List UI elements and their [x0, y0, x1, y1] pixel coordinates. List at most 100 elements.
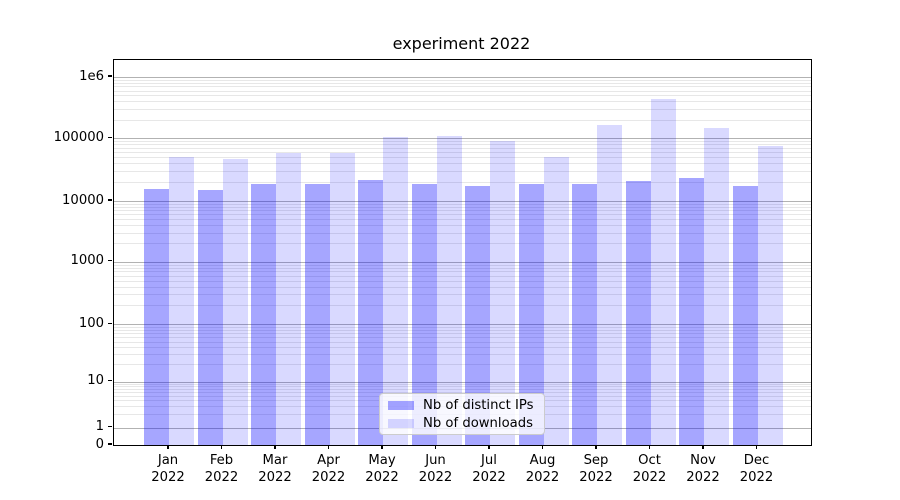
minor-gridline: [114, 148, 811, 149]
minor-gridline: [114, 305, 811, 307]
bar-distinct-ips-may: [358, 180, 383, 445]
minor-gridline: [114, 383, 811, 385]
y-tick-mark-10: [108, 380, 112, 382]
x-tick-month: Jul: [481, 453, 497, 468]
y-tick-label-100: 100: [78, 315, 104, 331]
y-tick-label-10: 10: [87, 373, 104, 389]
bar-downloads-dec: [757, 145, 783, 445]
minor-gridline: [114, 203, 811, 205]
minor-gridline: [114, 267, 811, 269]
plot-area: [113, 59, 812, 446]
major-gridline-1e6: [114, 77, 811, 78]
minor-gridline: [114, 171, 811, 173]
minor-gridline: [114, 82, 811, 84]
minor-gridline: [114, 144, 811, 146]
bar-downloads-apr: [329, 153, 355, 445]
minor-gridline: [114, 101, 811, 103]
bar-distinct-ips-jan: [144, 188, 169, 445]
y-tick-mark-1000: [108, 260, 112, 262]
y-tick-mark-100000: [108, 136, 112, 138]
bar-downloads-jan: [169, 156, 194, 445]
bar-distinct-ips-apr: [304, 183, 330, 445]
y-tick-mark-1e6: [108, 75, 112, 77]
bar-distinct-ips-mar: [251, 183, 276, 445]
minor-gridline: [114, 386, 811, 388]
minor-gridline: [114, 219, 811, 221]
x-tick-year: 2022: [739, 469, 774, 485]
legend-entry-distinct-ips: Nb of distinct IPs: [388, 398, 544, 413]
legend: Nb of distinct IPs Nb of downloads: [379, 393, 545, 435]
major-gridline-1000: [114, 261, 811, 263]
x-tick-month: Aug: [529, 453, 556, 468]
x-tick-label-mar: Mar 2022: [245, 453, 305, 486]
minor-gridline: [114, 347, 811, 349]
minor-gridline: [114, 271, 811, 273]
minor-gridline: [114, 280, 811, 282]
minor-gridline: [114, 391, 811, 393]
bar-distinct-ips-oct: [625, 181, 651, 445]
minor-gridline: [114, 243, 811, 245]
minor-gridline: [114, 214, 811, 216]
y-tick-mark-10000: [108, 199, 112, 201]
chart-title: experiment 2022: [392, 34, 531, 53]
x-tick-mark-jan: [167, 445, 169, 450]
x-tick-mark-nov: [702, 445, 704, 450]
y-tick-mark-0: [108, 443, 112, 445]
x-tick-label-may: May 2022: [352, 453, 412, 486]
x-tick-month: Apr: [317, 453, 340, 468]
x-tick-label-oct: Oct 2022: [620, 453, 680, 486]
y-tick-label-1e6: 1e6: [79, 68, 104, 84]
y-tick-mark-100: [108, 322, 112, 324]
minor-gridline: [114, 210, 811, 212]
x-tick-year: 2022: [632, 469, 667, 485]
legend-label-downloads: Nb of downloads: [423, 415, 533, 431]
x-tick-year: 2022: [579, 469, 613, 485]
x-tick-mark-oct: [648, 445, 651, 450]
bar-distinct-ips-dec: [732, 185, 758, 445]
x-tick-year: 2022: [418, 469, 453, 485]
x-tick-month: Feb: [209, 453, 234, 468]
minor-gridline: [114, 225, 811, 227]
minor-gridline: [114, 79, 811, 81]
x-tick-mark-aug: [541, 445, 544, 450]
bar-downloads-aug: [543, 156, 569, 445]
minor-gridline: [114, 294, 811, 296]
x-tick-label-aug: Aug 2022: [513, 453, 573, 486]
minor-gridline: [114, 337, 811, 339]
bar-distinct-ips-feb: [197, 189, 223, 445]
x-tick-month: Sep: [583, 453, 609, 468]
x-tick-year: 2022: [472, 469, 506, 485]
x-tick-label-jul: Jul 2022: [459, 453, 519, 486]
x-tick-mark-mar: [274, 445, 276, 450]
major-gridline-100: [114, 324, 811, 326]
legend-entry-downloads: Nb of downloads: [388, 416, 544, 431]
minor-gridline: [114, 326, 811, 328]
x-tick-mark-apr: [327, 445, 330, 450]
x-tick-year: 2022: [204, 469, 239, 485]
minor-gridline: [114, 264, 811, 266]
minor-gridline: [114, 157, 811, 159]
bar-downloads-sep: [597, 125, 622, 445]
x-tick-label-feb: Feb 2022: [192, 453, 252, 486]
bar-distinct-ips-sep: [572, 183, 597, 445]
minor-gridline: [114, 109, 811, 111]
x-tick-month: Nov: [690, 453, 716, 468]
x-tick-year: 2022: [525, 469, 560, 485]
minor-gridline: [114, 163, 811, 165]
x-tick-month: May: [368, 453, 396, 468]
minor-gridline: [114, 206, 811, 208]
legend-swatch-distinct-ips: [388, 400, 414, 410]
bar-downloads-feb: [222, 159, 248, 445]
major-gridline-10: [114, 381, 811, 383]
minor-gridline: [114, 152, 811, 154]
minor-gridline: [114, 364, 811, 366]
minor-gridline: [114, 275, 811, 277]
x-tick-label-jan: Jan 2022: [138, 453, 198, 486]
minor-gridline: [114, 86, 811, 88]
y-tick-label-1000: 1000: [70, 253, 104, 269]
x-tick-month: Jan: [157, 453, 179, 468]
y-tick-mark-1: [108, 426, 112, 428]
bar-downloads-mar: [276, 152, 301, 445]
minor-gridline: [114, 119, 811, 121]
